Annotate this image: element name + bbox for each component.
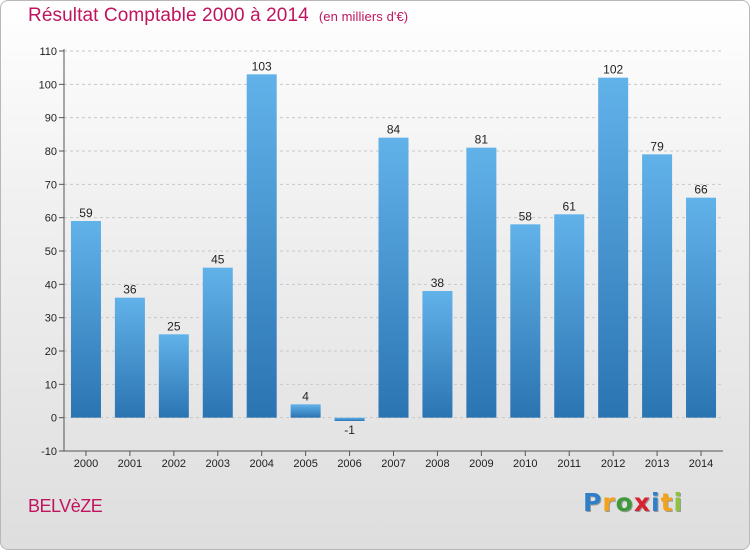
proxiti-logo-letter: x [633, 488, 651, 517]
y-tick-label: -10 [41, 446, 57, 458]
x-tick-label: 2006 [337, 458, 361, 470]
bar [70, 221, 101, 418]
bar-value-label: 84 [387, 123, 401, 137]
x-tick-label: 2007 [381, 458, 405, 470]
proxiti-logo-letter: i [673, 488, 684, 517]
x-tick-label: 2014 [689, 458, 713, 470]
bar-value-label: 61 [563, 199, 577, 213]
bar [246, 74, 277, 418]
proxiti-logo-letter: r [602, 488, 616, 517]
bar [642, 154, 673, 418]
y-tick-label: 110 [39, 46, 57, 58]
y-tick-label: 60 [45, 213, 57, 225]
proxiti-logo-letter: t [660, 488, 674, 517]
bar [290, 404, 321, 418]
x-tick-label: 2010 [513, 458, 537, 470]
bar-value-label: 58 [519, 209, 533, 223]
x-tick-label: 2001 [118, 458, 142, 470]
bar-value-label: -1 [344, 423, 355, 437]
x-tick-label: 2012 [601, 458, 625, 470]
y-tick-label: 40 [45, 279, 57, 291]
x-tick-label: 2000 [74, 458, 98, 470]
chart-title: Résultat Comptable 2000 à 2014 (en millie… [28, 5, 408, 27]
x-tick-label: 2008 [425, 458, 449, 470]
x-tick-label: 2005 [293, 458, 317, 470]
proxiti-logo: Proxiti [583, 488, 683, 517]
bar-value-label: 79 [650, 139, 664, 153]
bar [334, 417, 365, 421]
y-tick-label: 50 [45, 246, 57, 258]
labels: -10 0 10 20 30 40 50 60 70 80 90 100 110 59 2000 36 2001… [39, 46, 714, 470]
y-tick-label: 90 [45, 113, 57, 125]
proxiti-logo-letter: o [615, 488, 634, 517]
y-tick-label: 20 [45, 346, 57, 358]
bar-value-label: 4 [302, 389, 309, 403]
bar-value-label: 103 [252, 59, 272, 73]
chart-title-unit: (en milliers d'€) [318, 9, 409, 24]
bar [114, 297, 145, 418]
axes [59, 49, 723, 456]
bar-value-label: 102 [603, 63, 623, 77]
bar [422, 291, 453, 418]
x-tick-label: 2002 [162, 458, 186, 470]
bar-value-label: 45 [211, 253, 225, 267]
y-tick-label: 10 [45, 379, 57, 391]
y-tick-label: 70 [45, 179, 57, 191]
chart-title-main: Résultat Comptable 2000 à 2014 [28, 5, 309, 26]
bar [378, 137, 409, 418]
bar [466, 147, 497, 418]
bar [510, 224, 541, 418]
commune-name: BELVèZE [28, 496, 103, 516]
x-tick-label: 2011 [557, 458, 581, 470]
bar-value-label: 59 [79, 206, 93, 220]
y-tick-label: 30 [45, 313, 57, 325]
bar-value-label: 36 [123, 283, 137, 297]
y-tick-label: 100 [39, 79, 57, 91]
proxiti-logo-letter: P [583, 488, 603, 517]
bar [598, 77, 629, 418]
x-tick-label: 2003 [206, 458, 230, 470]
bars [70, 74, 717, 421]
bar-value-label: 38 [431, 276, 445, 290]
bar-value-label: 66 [694, 183, 708, 197]
bar-value-label: 81 [475, 133, 489, 147]
x-tick-label: 2009 [469, 458, 493, 470]
bar [158, 334, 189, 418]
y-tick-label: 80 [45, 146, 57, 158]
proxiti-logo-letter: i [651, 488, 661, 517]
x-tick-label: 2004 [249, 458, 273, 470]
bar [686, 197, 717, 418]
bar-value-label: 25 [167, 319, 181, 333]
y-tick-label: 0 [51, 413, 57, 425]
bar [202, 267, 233, 418]
x-tick-label: 2013 [645, 458, 669, 470]
bar [554, 214, 585, 418]
